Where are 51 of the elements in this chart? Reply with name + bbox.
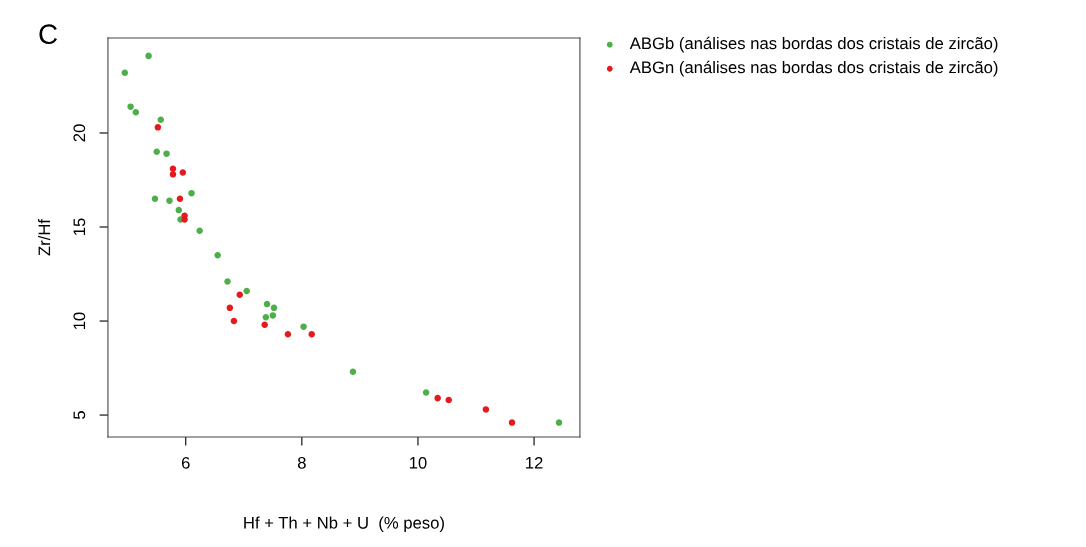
point [127, 103, 134, 110]
point [169, 171, 177, 178]
y-tick-label: 20 [73, 124, 86, 142]
point [181, 216, 188, 223]
point [243, 287, 250, 295]
point [482, 406, 490, 413]
x-tick-label: 6 [181, 456, 190, 469]
x-axis-title: Hf + Th + Nb + U (% peso) [244, 516, 444, 533]
point [445, 396, 452, 404]
point [226, 304, 234, 312]
point [508, 419, 516, 426]
point [157, 116, 165, 124]
y-axis-title: Zr/Hf [37, 218, 51, 256]
point [262, 314, 270, 321]
point [121, 69, 129, 77]
y-tick-label: 10 [73, 312, 86, 330]
point [349, 368, 357, 376]
point [163, 150, 170, 157]
point [145, 52, 152, 60]
x-tick-label: 12 [526, 456, 543, 469]
point [188, 189, 195, 197]
point [434, 394, 441, 402]
point [224, 278, 231, 285]
point [261, 321, 268, 329]
x-tick-label: 10 [409, 456, 427, 469]
y-tick-label: 5 [73, 411, 86, 420]
point [196, 227, 203, 235]
point [263, 300, 271, 308]
y-tick-label: 15 [73, 218, 86, 235]
point [154, 124, 162, 131]
point [214, 251, 221, 259]
point [269, 312, 277, 319]
point [308, 330, 315, 338]
point [151, 195, 159, 203]
point [284, 330, 292, 338]
point [230, 317, 238, 325]
point [153, 148, 160, 156]
point [555, 419, 563, 426]
point [176, 195, 184, 203]
point [270, 304, 278, 312]
legend-label: ABGb (análises nas bordas dos cristais de zircão) [629, 36, 998, 53]
point [300, 323, 307, 330]
point [236, 291, 243, 298]
x-tick-label: 8 [297, 456, 306, 469]
chart-title: C [39, 24, 58, 45]
point [179, 169, 187, 176]
point [166, 197, 173, 204]
point [422, 389, 430, 396]
point [175, 206, 183, 214]
point [132, 109, 140, 116]
legend-label: ABGn (análises nas bordas dos cristais de zircão) [629, 60, 998, 77]
